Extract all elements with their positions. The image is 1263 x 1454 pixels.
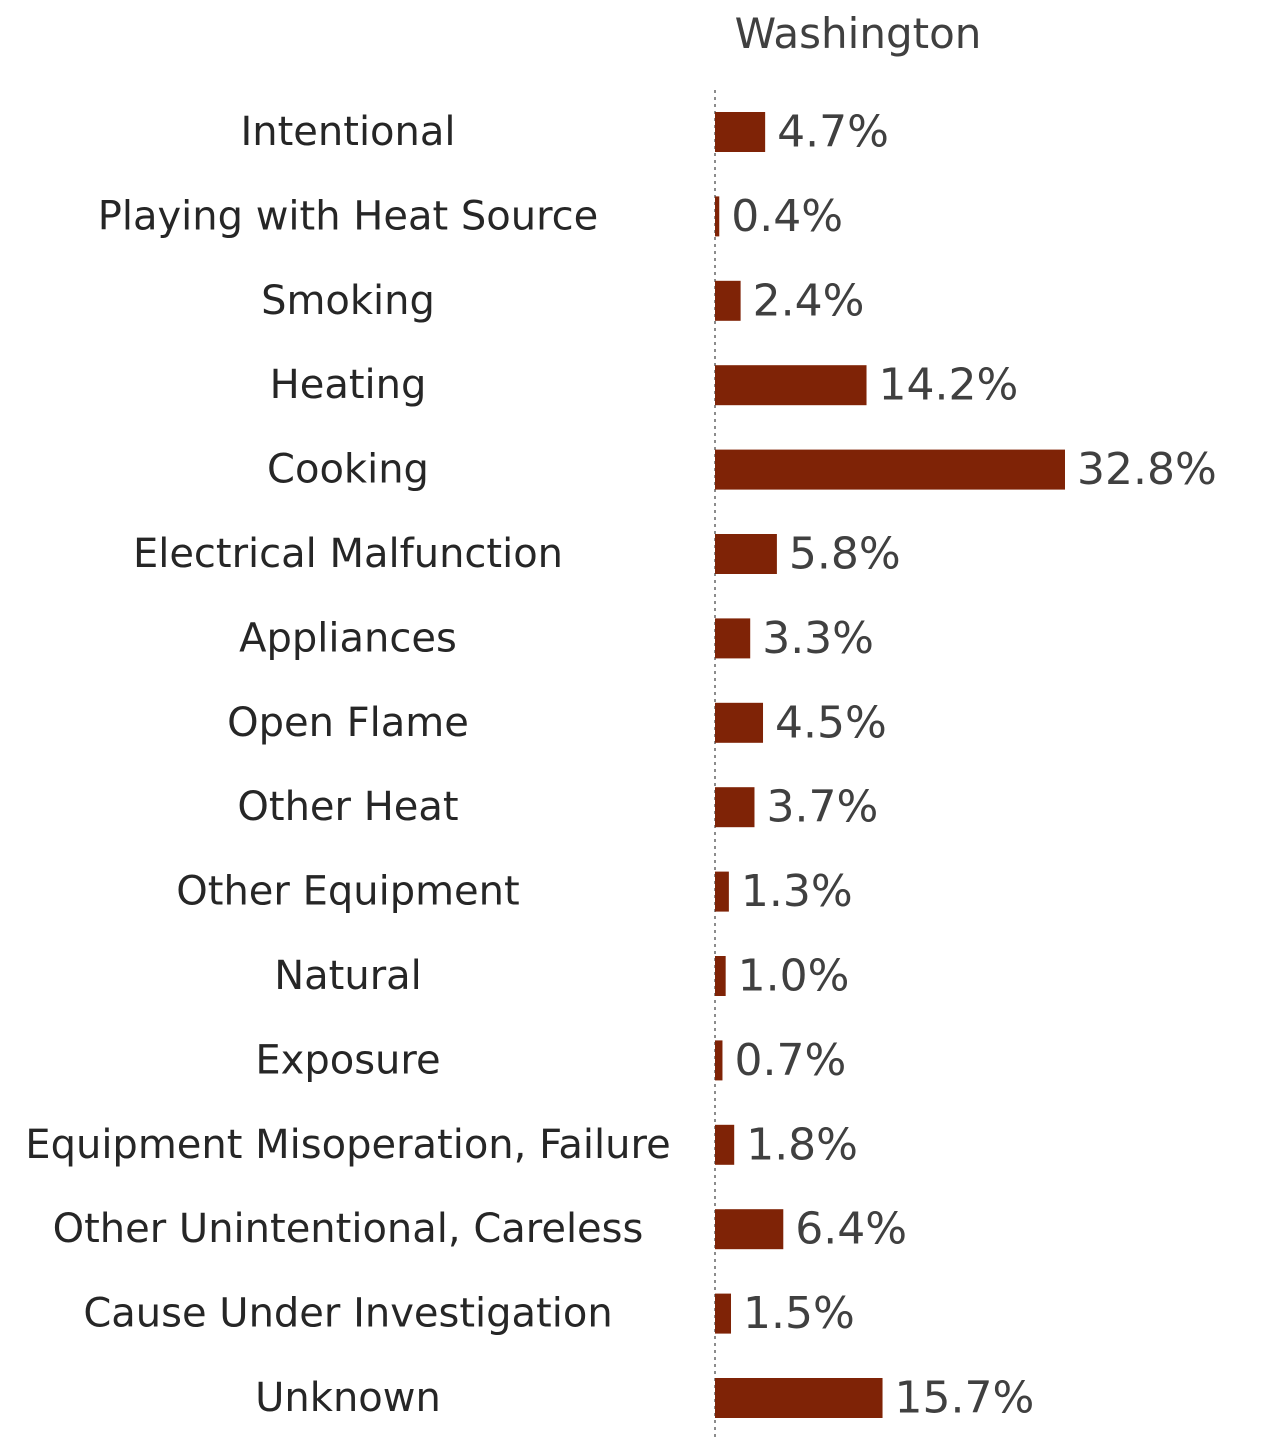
value-label-equipment-misoperation-failure: 1.8%	[746, 1119, 858, 1170]
bar-heating	[715, 365, 867, 406]
category-label-intentional: Intentional	[240, 109, 455, 155]
bar-exposure	[715, 1040, 723, 1081]
value-label-intentional: 4.7%	[777, 107, 889, 158]
value-label-exposure: 0.7%	[734, 1035, 846, 1086]
value-label-smoking: 2.4%	[753, 275, 865, 326]
category-label-other-equipment: Other Equipment	[176, 869, 519, 915]
category-label-smoking: Smoking	[261, 278, 435, 324]
category-label-exposure: Exposure	[255, 1037, 440, 1083]
bar-equipment-misoperation-failure	[715, 1124, 735, 1165]
category-label-heating: Heating	[270, 362, 427, 408]
bar-electrical-malfunction	[715, 534, 777, 574]
category-label-other-unintentional-careless: Other Unintentional, Careless	[53, 1206, 644, 1252]
value-label-other-equipment: 1.3%	[741, 866, 853, 917]
value-label-other-heat: 3.7%	[766, 782, 878, 833]
bar-intentional	[715, 112, 766, 152]
bar-open-flame	[715, 702, 764, 743]
value-labels: 4.7% 0.4% 2.4% 14.2% 32.8% 5.8% 3.3% 4.5% 3.7% 1.…	[731, 107, 1217, 1424]
value-label-natural: 1.0%	[738, 951, 850, 1002]
bar-other-equipment	[715, 871, 729, 912]
value-label-playing-with-heat-source: 0.4%	[731, 191, 843, 242]
category-label-cause-under-investigation: Cause Under Investigation	[83, 1291, 612, 1337]
category-labels: Intentional Playing with Heat Source Smoki…	[25, 109, 670, 1421]
bar-other-unintentional-careless	[715, 1209, 784, 1250]
chart-title: Washington	[735, 9, 982, 58]
bar-playing-with-heat-source	[715, 196, 720, 237]
bar-unknown	[715, 1378, 883, 1418]
category-label-appliances: Appliances	[239, 615, 457, 661]
bar-cooking	[715, 449, 1065, 490]
value-label-unknown: 15.7%	[895, 1373, 1035, 1424]
category-label-open-flame: Open Flame	[227, 700, 469, 746]
bar-natural	[715, 956, 726, 996]
category-label-cooking: Cooking	[267, 447, 429, 493]
bar-other-heat	[715, 787, 755, 828]
category-label-unknown: Unknown	[255, 1375, 441, 1421]
category-label-equipment-misoperation-failure: Equipment Misoperation, Failure	[25, 1122, 670, 1168]
category-label-playing-with-heat-source: Playing with Heat Source	[98, 193, 599, 239]
bar-cause-under-investigation	[715, 1293, 732, 1334]
value-label-open-flame: 4.5%	[775, 697, 887, 748]
bar-smoking	[715, 280, 741, 321]
value-label-cause-under-investigation: 1.5%	[743, 1288, 855, 1339]
value-label-cooking: 32.8%	[1077, 444, 1217, 495]
category-label-electrical-malfunction: Electrical Malfunction	[133, 531, 563, 577]
value-label-other-unintentional-careless: 6.4%	[795, 1204, 907, 1255]
bar-appliances	[715, 618, 751, 659]
bars	[715, 112, 1065, 1418]
category-label-natural: Natural	[274, 953, 422, 999]
value-label-heating: 14.2%	[879, 360, 1019, 411]
value-label-appliances: 3.3%	[762, 613, 874, 664]
category-label-other-heat: Other Heat	[237, 784, 458, 830]
value-label-electrical-malfunction: 5.8%	[789, 529, 901, 580]
